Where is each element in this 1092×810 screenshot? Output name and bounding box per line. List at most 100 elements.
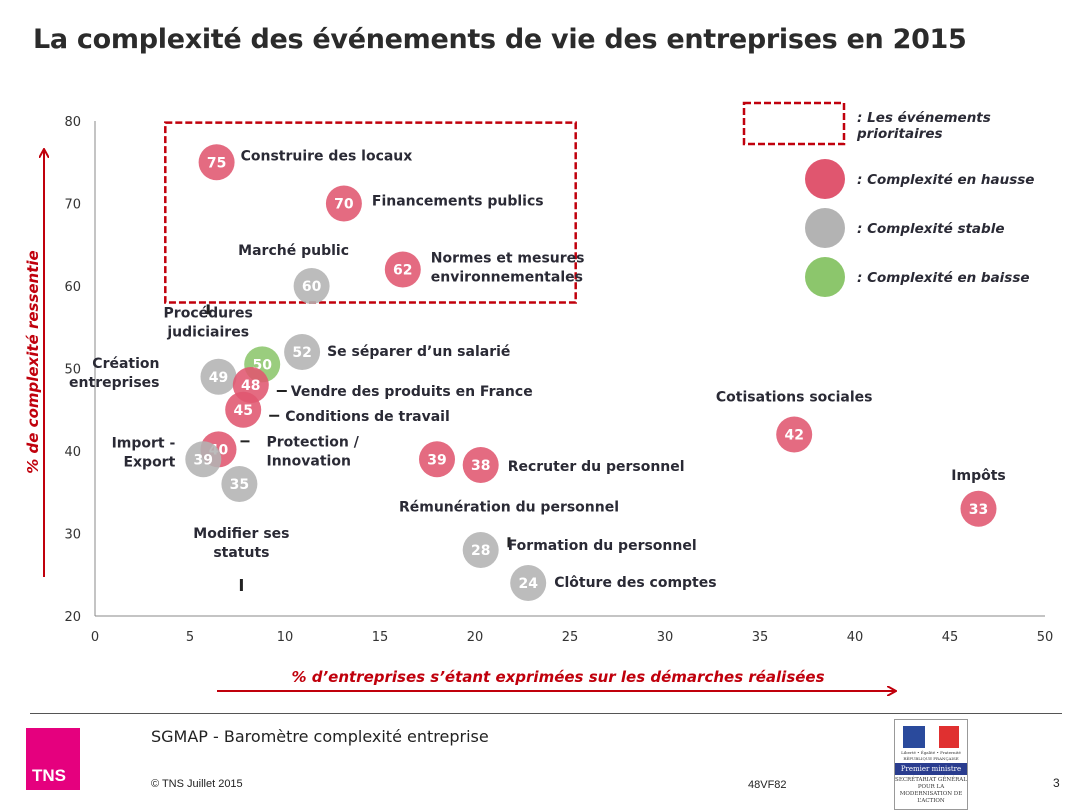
point-label: Clôture des comptes: [554, 575, 716, 591]
point-label: Import -Export: [112, 435, 176, 470]
page-title: La complexité des événements de vie des …: [33, 24, 967, 55]
point-label: Financements publics: [372, 194, 544, 210]
bubble-stable: [510, 565, 547, 601]
legend-swatch-hausse: [805, 159, 845, 199]
data-point: 39: [185, 441, 222, 478]
tns-logo: TNS: [26, 728, 80, 790]
legend-label-hausse: : Complexité en hausse: [857, 172, 1034, 188]
data-point: 33: [960, 490, 997, 527]
data-point: 49: [200, 358, 237, 395]
data-point: 24: [510, 565, 547, 601]
bubble-value-label: 52: [292, 345, 311, 361]
bubble-value-label: 49: [209, 370, 228, 386]
tns-logo-text: TNS: [32, 766, 66, 785]
y-tick-label: 70: [64, 198, 81, 213]
bubble-hausse: [960, 490, 997, 527]
x-tick-label: 35: [752, 630, 769, 645]
legend-swatch-stable: [805, 208, 845, 248]
bubble-value-label: 75: [207, 155, 226, 171]
x-tick-label: 5: [186, 630, 194, 645]
y-tick-label: 20: [64, 610, 81, 625]
legend-label-priority: : Les événements prioritaires: [856, 110, 991, 142]
x-axis-title: % d’entreprises s’étant exprimées sur le…: [291, 668, 824, 686]
data-point: 60: [293, 268, 330, 304]
data-point: 45: [225, 391, 262, 428]
bubble-value-label: 33: [969, 502, 988, 518]
bubble-value-label: 70: [334, 197, 354, 213]
x-tick-label: 40: [847, 630, 864, 645]
data-point: 35: [221, 466, 258, 502]
data-point: 52: [284, 334, 321, 370]
page-number: 3: [1053, 776, 1060, 790]
point-label: Cotisations sociales: [716, 390, 873, 406]
point-label: Rémunération du personnel: [399, 499, 619, 515]
x-tick-label: 30: [657, 630, 674, 645]
y-tick-label: 50: [64, 363, 81, 378]
bubble-stable: [284, 334, 321, 370]
bubble-hausse: [776, 416, 813, 453]
bubble-hausse: [384, 251, 421, 288]
point-label: Vendre des produits en France: [291, 384, 533, 400]
bubble-hausse: [225, 391, 262, 428]
y-tick-label: 60: [64, 280, 81, 295]
bubble-value-label: 28: [471, 543, 490, 559]
document-reference: 48VF82: [748, 779, 787, 791]
legend-label-baisse: : Complexité en baisse: [857, 270, 1030, 286]
bubble-hausse: [198, 144, 235, 181]
priority-events-box: [164, 121, 577, 304]
legend-label-stable: : Complexité stable: [857, 221, 1005, 237]
point-label: Construire des locaux: [241, 148, 413, 164]
point-label: Modifier ses statuts: [193, 526, 289, 561]
gov-department: SECRÉTARIAT GÉNÉRAL POUR LA MODERNISATIO…: [895, 777, 967, 804]
bubble-value-label: 39: [427, 452, 446, 468]
x-tick-label: 20: [467, 630, 484, 645]
bubble-value-label: 42: [784, 428, 803, 444]
point-label: Recruter du personnel: [508, 459, 685, 475]
x-tick-label: 45: [942, 630, 959, 645]
bubble-value-label: 45: [233, 403, 252, 419]
bubble-value-label: 35: [230, 477, 249, 493]
data-point: 75: [198, 144, 235, 181]
point-label: Protection / Innovation: [267, 434, 360, 469]
bubble-chart: 0 5 10 15 20 25 30 35 40 45 50 20 30 40 50 60 70 80 75 70 6…: [24, 101, 1054, 710]
bubble-value-label: 38: [471, 458, 490, 474]
data-point: 62: [384, 251, 421, 288]
y-axis-title: % de complexité ressentie: [24, 250, 42, 473]
bubble-value-label: 39: [194, 452, 213, 468]
point-label: Création entreprises: [69, 356, 159, 391]
legend-swatch-baisse: [805, 257, 845, 297]
x-tick-label: 0: [91, 630, 99, 645]
x-tick-label: 50: [1037, 630, 1054, 645]
point-label: Formation du personnel: [508, 538, 697, 554]
point-label: Impôts: [951, 468, 1005, 484]
bubble-stable: [200, 358, 237, 395]
bubble-hausse: [462, 447, 499, 484]
government-logo: Liberté • Égalité • Fraternité RÉPUBLIQU…: [894, 719, 968, 810]
bubble-stable: [185, 441, 222, 478]
bubble-stable: [462, 532, 499, 568]
bubble-value-label: 48: [241, 378, 260, 394]
gov-republic: RÉPUBLIQUE FRANÇAISE: [903, 756, 959, 761]
gov-office: Premier ministre: [895, 763, 967, 775]
bubble-stable: [221, 466, 258, 502]
bubble-hausse: [325, 185, 362, 222]
footer-divider: [30, 713, 1062, 714]
point-label: Se séparer d’un salarié: [327, 344, 510, 360]
y-tick-label: 40: [64, 445, 81, 460]
gov-motto: Liberté • Égalité • Fraternité: [901, 750, 961, 755]
footer-title: SGMAP - Baromètre complexité entreprise: [151, 727, 489, 746]
bubble-value-label: 60: [302, 279, 322, 295]
x-tick-label: 10: [277, 630, 294, 645]
point-label: Normes et mesures environnementales: [431, 251, 585, 286]
y-tick-label: 30: [64, 528, 81, 543]
x-tick-label: 25: [562, 630, 579, 645]
point-label: Conditions de travail: [285, 409, 450, 425]
bubble-stable: [293, 268, 330, 304]
x-tick-label: 15: [372, 630, 389, 645]
y-tick-label: 80: [64, 115, 81, 130]
data-point: 38: [462, 447, 499, 484]
copyright: © TNS Juillet 2015: [151, 778, 243, 790]
legend-priority-swatch: [742, 101, 846, 146]
data-point: 28: [462, 532, 499, 568]
bubble-value-label: 24: [518, 576, 538, 592]
